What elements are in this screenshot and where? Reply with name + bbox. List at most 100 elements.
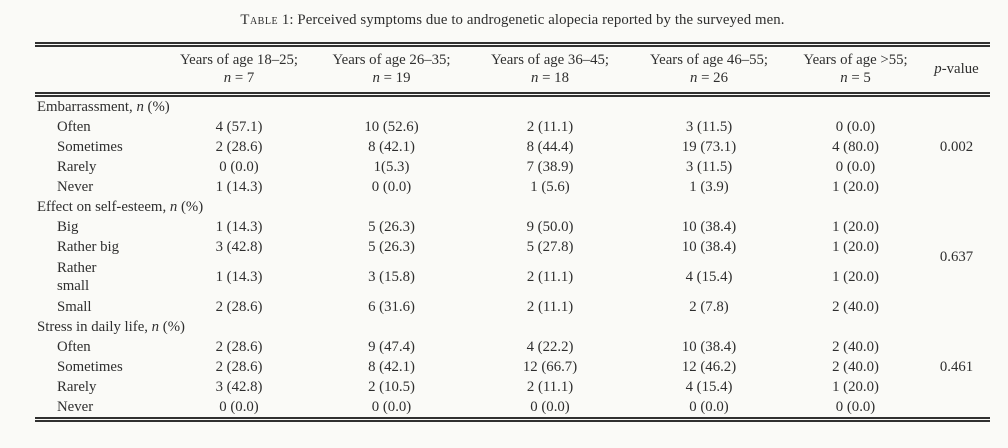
n-symbol: n [531,70,539,86]
row-label: Sometimes [57,358,123,375]
header-col-p-value: p-value [923,44,990,97]
paper-page: Table 1: Perceived symptoms due to andro… [35,11,990,422]
data-cell: 12 (66.7) [522,358,578,375]
n-symbol: n [136,98,144,115]
data-cell: 1 (5.6) [530,178,570,195]
data-cell: 2 (10.5) [368,378,415,395]
row-label: Sometimes [57,138,123,155]
data-cell: 1(5.3) [373,158,410,175]
p-value-cell-embarrassment: 0.002 [939,138,974,155]
table-caption-text: Perceived symptoms due to androgenetic a… [297,12,785,28]
n-value: = 5 [847,70,871,86]
p-value-cell-self-esteem: 0.637 [939,248,974,265]
data-cell: 2 (28.6) [215,298,263,315]
n-symbol: n [223,70,232,86]
header-n-count: n = 5 [788,69,923,87]
data-cell: 2 (11.1) [526,268,574,285]
table-row: Big 1 (14.3) 5 (26.3) 9 (50.0) 10 (38.4)… [35,217,990,237]
header-col-age-26-35: Years of age 26–35; n = 19 [313,44,470,97]
data-cell: 0 (0.0) [689,398,729,415]
data-cell: 8 (42.1) [368,138,415,155]
data-cell: 10 (52.6) [364,118,419,135]
data-cell: 4 (80.0) [832,138,879,155]
table-row: Rather small 1 (14.3) 3 (15.8) 2 (11.1) … [35,257,990,297]
section-label: Stress in daily life, n (%) [35,317,923,337]
data-cell: 2 (7.8) [689,298,729,315]
data-cell: 3 (42.8) [215,238,263,255]
data-cell: 0 (0.0) [530,398,570,415]
section-header-self-esteem: Effect on self-esteem, n (%) 0.637 [35,197,990,265]
data-cell: 6 (31.6) [368,298,415,315]
table-row: Sometimes 2 (28.6) 8 (42.1) 8 (44.4) 19 … [35,137,990,157]
n-symbol: n [690,70,698,86]
data-cell: 4 (15.4) [685,378,733,395]
table-row: Never 1 (14.3) 0 (0.0) 1 (5.6) 1 (3.9) 1… [35,177,990,197]
data-cell: 2 (11.1) [526,298,574,315]
n-value: = 18 [538,70,569,86]
row-label: Rarely [57,378,97,395]
data-cell: 2 (40.0) [832,298,879,315]
section-label-suffix: (%) [143,98,170,115]
row-label: Rarely [57,158,97,175]
data-cell: 0 (0.0) [835,158,876,175]
header-age-range: Years of age 36–45; [490,52,610,68]
header-row: Years of age 18–25; n = 7 Years of age 2… [35,44,990,97]
header-col-age-36-45: Years of age 36–45; n = 18 [470,44,630,97]
section-label: Effect on self-esteem, n (%) [35,197,923,217]
data-cell: 12 (46.2) [681,358,737,375]
data-cell: 3 (42.8) [215,378,263,395]
header-col-age-over-55: Years of age >55; n = 5 [788,44,923,97]
header-col-age-18-25: Years of age 18–25; n = 7 [165,44,313,97]
data-cell: 19 (73.1) [681,138,737,155]
table-row: Sometimes 2 (28.6) 8 (42.1) 12 (66.7) 12… [35,357,990,377]
data-cell: 0 (0.0) [371,398,412,415]
header-col-age-46-55: Years of age 46–55; n = 26 [630,44,788,97]
table-caption-number: Table [240,12,279,28]
data-cell: 0 (0.0) [835,398,876,415]
data-cell: 1 (14.3) [215,268,263,285]
data-cell: 2 (11.1) [526,118,574,135]
data-cell: 0 (0.0) [371,178,412,195]
row-label: Never [57,398,94,415]
data-cell: 1 (14.3) [215,218,263,235]
data-cell: 2 (11.1) [526,378,574,395]
table-caption-colon: 1: [278,12,298,28]
section-label-text: Embarrassment, [37,98,137,115]
p-value-cell-stress: 0.461 [939,358,974,375]
data-cell: 10 (38.4) [681,218,737,235]
table-row: Often 4 (57.1) 10 (52.6) 2 (11.1) 3 (11.… [35,117,990,137]
data-cell: 1 (14.3) [215,178,263,195]
data-cell: 1 (20.0) [832,238,879,255]
row-label: Small [57,298,92,315]
header-n-count: n = 7 [165,69,313,87]
n-value: = 19 [379,70,411,86]
table-row: Rarely 0 (0.0) 1(5.3) 7 (38.9) 3 (11.5) … [35,157,990,177]
table-row: Often 2 (28.6) 9 (47.4) 4 (22.2) 10 (38.… [35,337,990,357]
data-cell: 1 (20.0) [832,268,879,285]
data-cell: 1 (20.0) [832,218,879,235]
data-cell: 8 (42.1) [368,358,415,375]
p-suffix: -value [941,61,979,77]
header-empty-cell [35,44,165,97]
section-label-text: Effect on self-esteem, [37,198,170,215]
section-label-suffix: (%) [159,318,185,335]
data-cell: 5 (27.8) [526,238,574,255]
n-symbol: n [840,70,848,86]
data-cell: 2 (28.6) [215,338,263,355]
header-age-range: Years of age 46–55; [649,52,769,68]
n-symbol: n [169,198,178,215]
p-symbol: p [934,61,942,77]
header-n-count: n = 19 [313,69,470,87]
data-cell: 7 (38.9) [526,158,574,175]
table-caption: Table 1: Perceived symptoms due to andro… [35,11,990,29]
section-header-stress: Stress in daily life, n (%) 0.461 [35,317,990,375]
data-cell: 2 (28.6) [215,358,263,375]
data-cell: 2 (28.6) [215,138,263,155]
data-cell: 0 (0.0) [835,118,876,135]
section-label: Embarrassment, n (%) [35,95,923,118]
data-cell: 3 (11.5) [685,158,733,175]
data-cell: 9 (47.4) [368,338,415,355]
n-value: = 26 [697,70,728,86]
data-cell: 5 (26.3) [368,218,415,235]
header-age-range: Years of age 18–25; [179,52,299,68]
